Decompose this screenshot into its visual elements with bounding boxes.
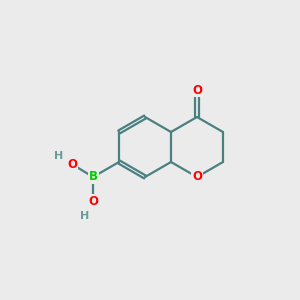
Text: B: B [88, 170, 98, 184]
Text: O: O [67, 158, 77, 171]
Text: H: H [80, 211, 89, 221]
Text: O: O [192, 83, 202, 97]
Text: O: O [88, 195, 98, 208]
Text: H: H [54, 151, 63, 161]
Text: O: O [192, 170, 202, 184]
